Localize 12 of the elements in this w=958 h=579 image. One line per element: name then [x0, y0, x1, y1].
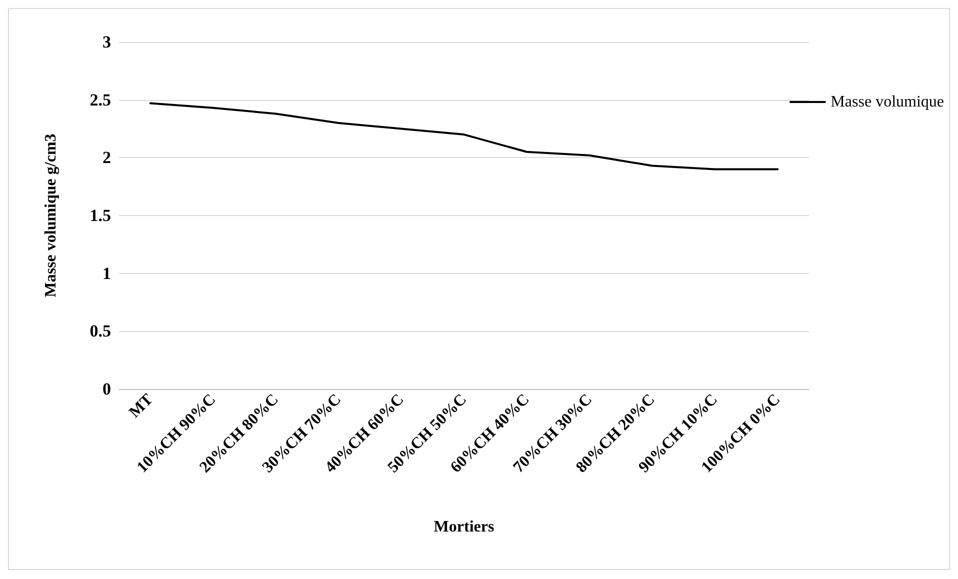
x-tick-label: MT [126, 390, 157, 422]
y-axis-title: Masse volumique g/cm3 [42, 134, 60, 298]
y-tick-label: 3 [102, 32, 111, 52]
y-tick-label: 2 [102, 148, 111, 168]
y-tick-label: 2.5 [90, 90, 111, 110]
x-axis-title: Mortiers [434, 518, 494, 536]
line-series [149, 102, 779, 170]
y-tick-label: 1 [102, 264, 111, 283]
y-tick-label: 0.5 [90, 322, 111, 341]
y-tick-label: 0 [102, 380, 111, 398]
legend-label: Masse volumique [830, 94, 944, 110]
y-tick-label: 1.5 [90, 206, 111, 225]
